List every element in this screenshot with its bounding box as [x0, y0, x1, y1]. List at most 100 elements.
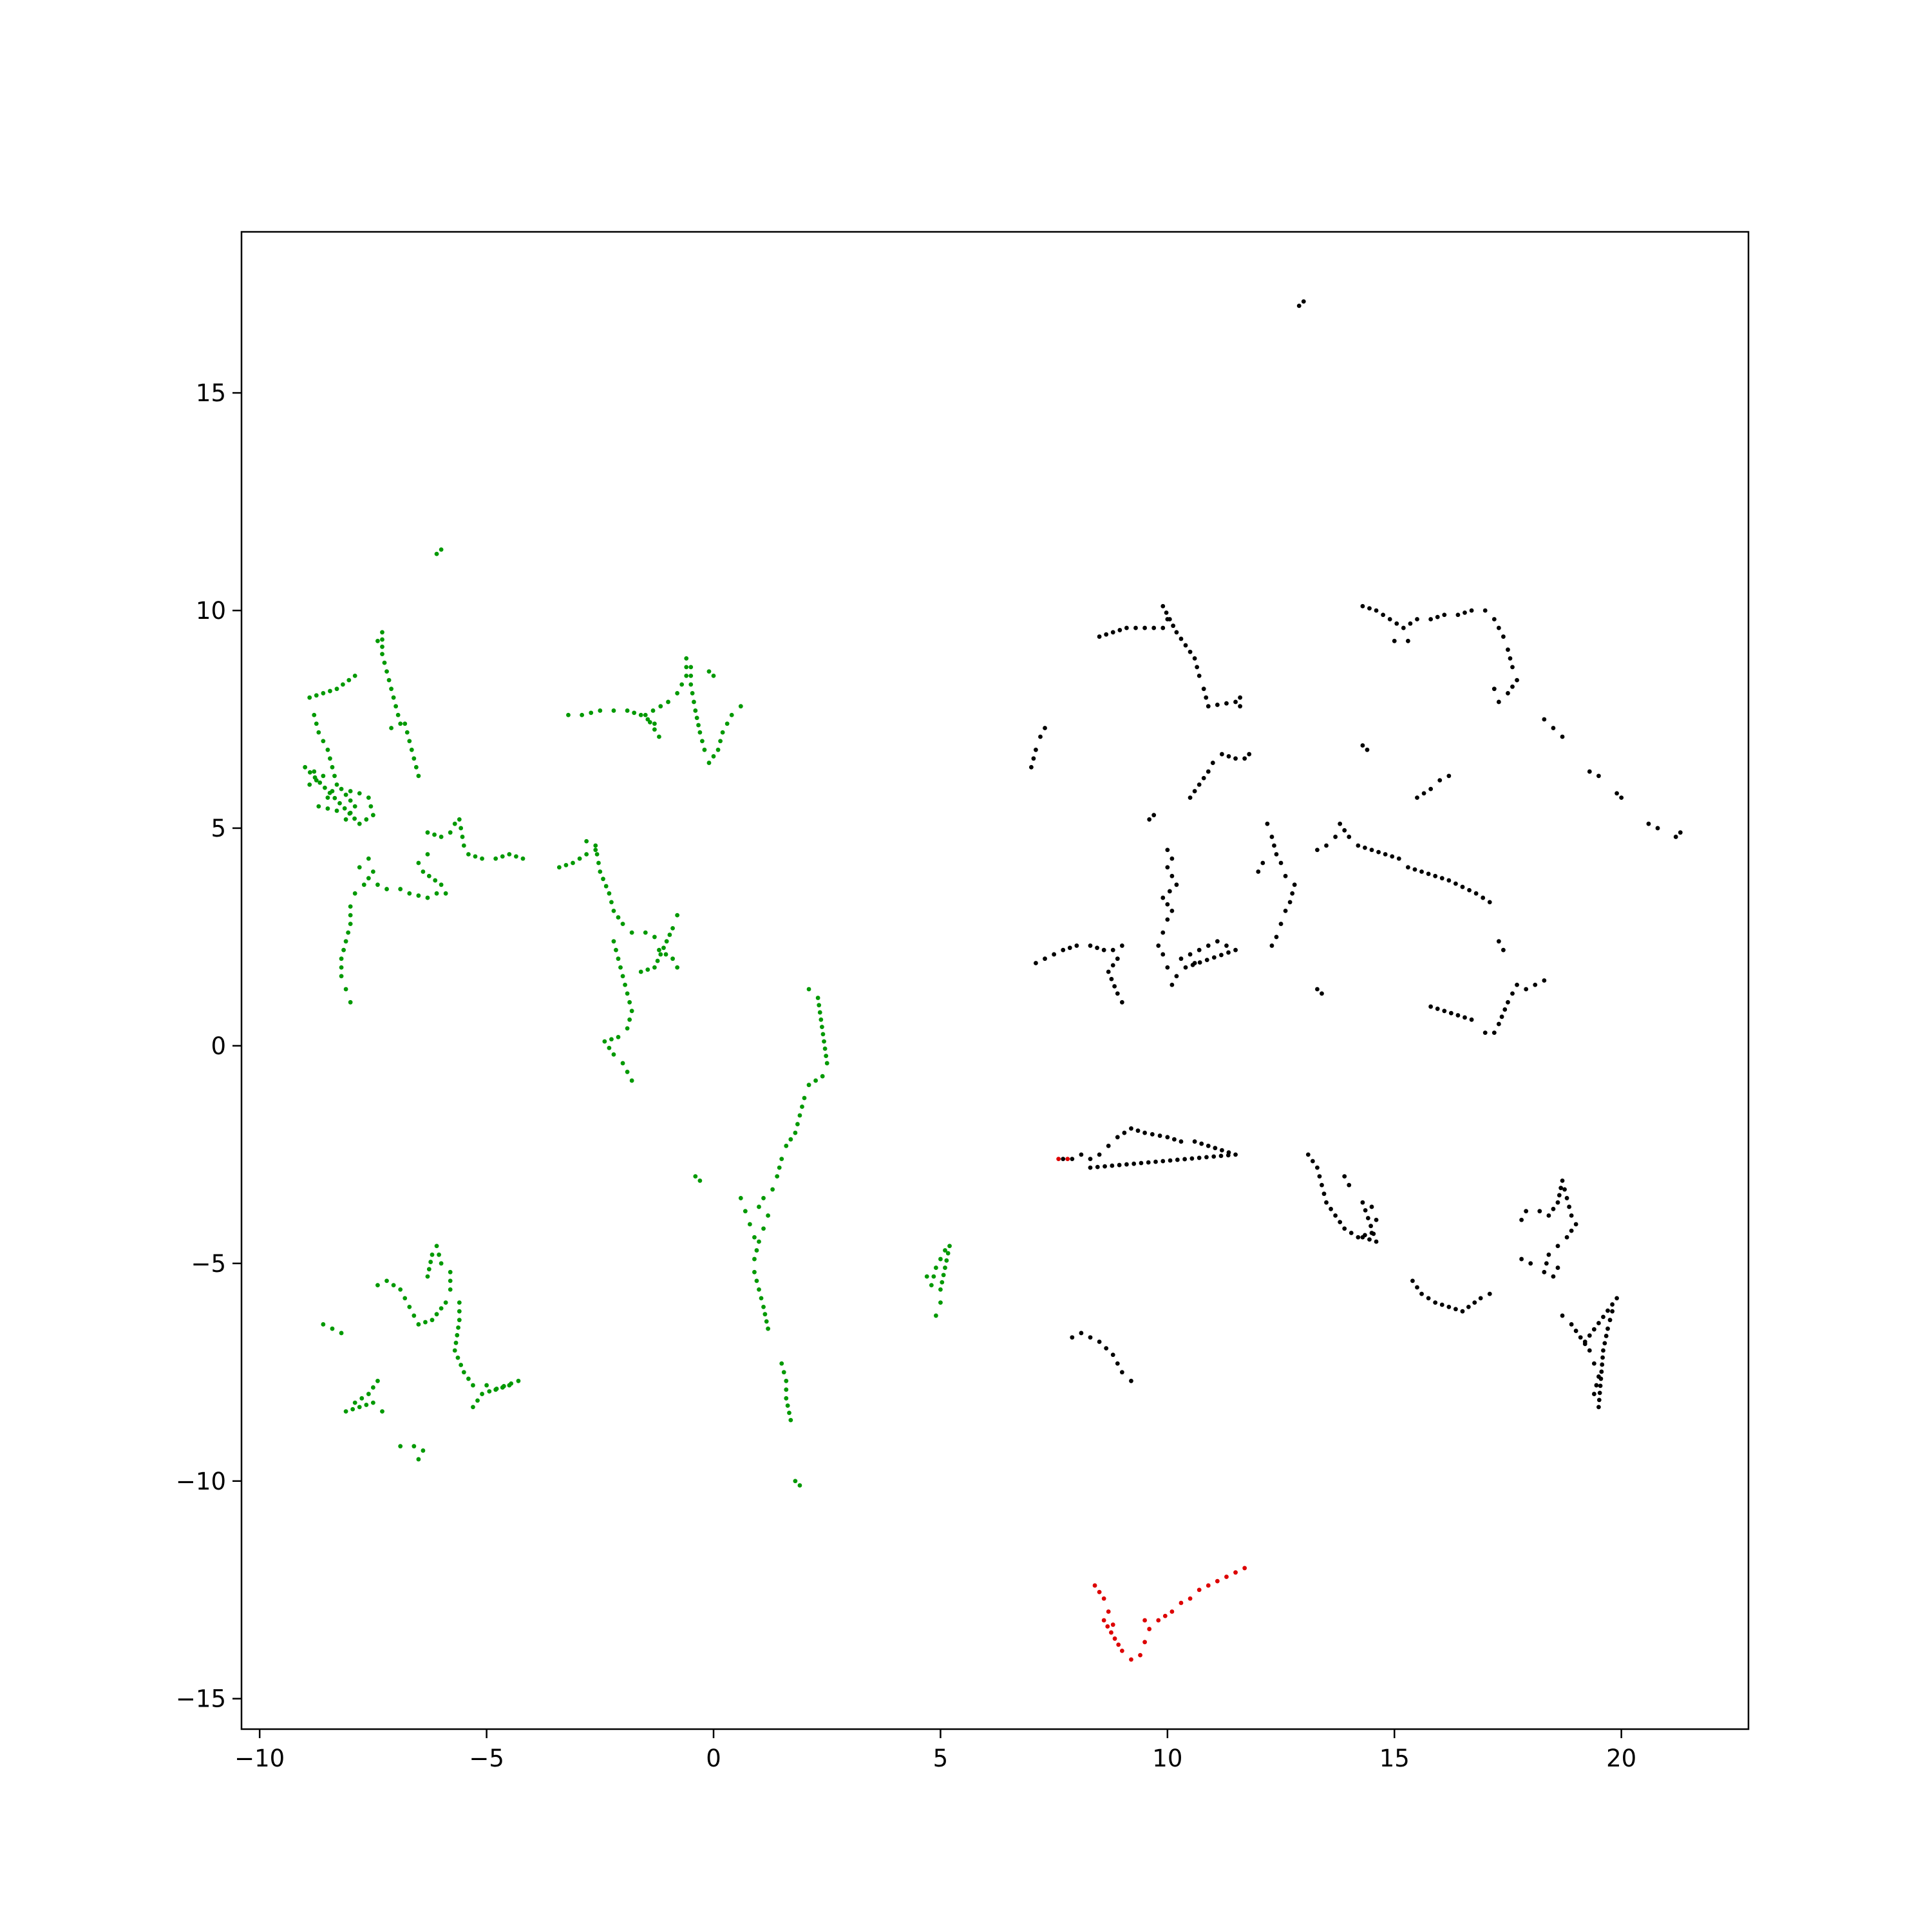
data-point — [1607, 1318, 1613, 1323]
data-point — [1347, 1182, 1352, 1188]
data-point — [638, 712, 643, 717]
data-point — [1371, 1231, 1376, 1236]
data-point — [1482, 1030, 1488, 1036]
data-point — [1088, 943, 1093, 948]
data-point — [352, 1400, 357, 1405]
data-point — [1052, 952, 1057, 957]
data-point — [661, 945, 666, 951]
data-point — [466, 1376, 471, 1381]
data-point — [1442, 612, 1447, 618]
data-point — [350, 1406, 355, 1412]
data-point — [1363, 1208, 1368, 1213]
data-point — [452, 1348, 457, 1353]
data-point — [1376, 849, 1381, 855]
data-point — [342, 806, 347, 811]
data-point — [625, 1070, 630, 1074]
data-point — [793, 1479, 798, 1484]
data-point — [1165, 848, 1170, 853]
data-point — [455, 1355, 460, 1360]
data-point — [1615, 791, 1620, 796]
data-point — [1116, 1642, 1121, 1647]
data-point — [1150, 1132, 1155, 1137]
data-point — [343, 792, 348, 797]
data-point — [384, 1278, 389, 1283]
data-point — [688, 682, 694, 687]
y-tick-label: 5 — [211, 815, 226, 842]
data-point — [1473, 891, 1479, 896]
data-point — [1394, 621, 1399, 626]
data-point — [1310, 1159, 1315, 1164]
data-point — [1396, 856, 1401, 861]
data-point — [1369, 848, 1374, 853]
data-point — [1224, 943, 1229, 948]
data-point — [375, 1378, 380, 1383]
data-point — [1206, 1583, 1211, 1588]
data-point — [941, 1273, 946, 1278]
data-point — [1056, 1157, 1061, 1162]
data-point — [1115, 1135, 1120, 1140]
data-point — [416, 893, 421, 898]
data-point — [1119, 943, 1124, 948]
data-point — [1596, 773, 1601, 779]
data-point — [1515, 677, 1519, 683]
data-point — [675, 965, 680, 970]
data-point — [348, 798, 353, 803]
data-point — [1472, 1300, 1477, 1305]
data-point — [1519, 1256, 1524, 1262]
data-point — [924, 1274, 929, 1279]
data-point — [1197, 947, 1202, 952]
data-point — [448, 1278, 453, 1283]
data-point — [933, 1265, 938, 1270]
data-point — [1591, 1361, 1596, 1366]
data-point — [1215, 939, 1220, 944]
data-point — [1558, 1186, 1564, 1191]
data-point — [1605, 1308, 1610, 1313]
data-point — [1342, 828, 1347, 833]
data-point — [785, 1403, 790, 1408]
data-point — [824, 1061, 829, 1066]
data-point — [593, 843, 598, 848]
data-point — [670, 925, 675, 931]
data-point — [343, 817, 348, 822]
data-point — [664, 939, 669, 944]
data-point — [817, 1003, 822, 1008]
data-point — [1487, 1291, 1492, 1296]
data-point — [761, 1305, 766, 1309]
data-point — [1219, 952, 1224, 958]
data-point — [1119, 1370, 1124, 1375]
data-point — [607, 891, 612, 896]
data-point — [1215, 703, 1220, 707]
data-point — [347, 811, 352, 816]
data-point — [1165, 965, 1170, 970]
data-point — [931, 1274, 936, 1279]
data-point — [1142, 625, 1147, 630]
data-point — [800, 1104, 804, 1109]
data-point — [1324, 843, 1329, 848]
data-point — [1315, 1165, 1320, 1170]
data-point — [416, 1322, 421, 1327]
data-point — [1220, 1148, 1224, 1153]
data-point — [1070, 1335, 1075, 1340]
data-point — [1573, 1222, 1578, 1227]
data-point — [724, 721, 730, 726]
data-point — [1195, 665, 1200, 670]
data-point — [1104, 632, 1109, 637]
data-point — [1112, 1636, 1117, 1641]
data-point — [658, 704, 663, 709]
data-point — [693, 708, 698, 713]
data-point — [675, 913, 680, 918]
data-point — [1115, 1361, 1120, 1366]
data-point — [425, 1274, 430, 1279]
data-point — [1367, 606, 1372, 611]
data-point — [1496, 939, 1501, 944]
data-point — [1119, 999, 1124, 1005]
data-point — [461, 1370, 466, 1375]
data-point — [1109, 1630, 1113, 1635]
data-point — [715, 747, 721, 752]
data-point — [1097, 1340, 1102, 1344]
data-point — [1562, 1187, 1567, 1192]
data-point — [471, 1383, 475, 1388]
y-tick-label: 10 — [196, 597, 226, 625]
data-point — [1172, 1137, 1177, 1142]
data-point — [480, 1392, 484, 1396]
